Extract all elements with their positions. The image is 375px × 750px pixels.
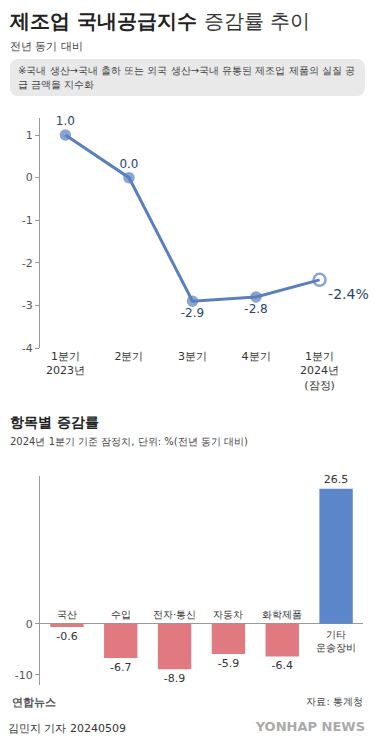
svg-text:-3: -3 — [22, 299, 33, 312]
html-text:2024년 1분기 기준 잠정치, 단위: %(전년 동기: 2024년 1분기 기준 잠정치, 단위: %(전년 동기 대비) — [10, 436, 248, 447]
svg-text:4분기: 4분기 — [242, 350, 271, 363]
svg-text:1분기2024년(잠정): 1분기2024년(잠정) — [300, 350, 339, 392]
svg-text:-2.9: -2.9 — [181, 306, 204, 320]
svg-text:26.5: 26.5 — [324, 473, 349, 486]
html-text:YONHAP NEWS: YONHAP NEWS — [255, 719, 365, 734]
html-text:제조업 국내공급지수 증감률 추이: 제조업 국내공급지수 증감률 추이 — [10, 9, 311, 33]
html-text:항목별 증감률: 항목별 증감률 — [10, 414, 99, 430]
html-text:연합뉴스: 연합뉴스 — [12, 696, 56, 709]
svg-text:3분기: 3분기 — [178, 350, 207, 363]
svg-text:-2: -2 — [22, 257, 33, 270]
svg-text:전자·통신: 전자·통신 — [153, 609, 196, 620]
svg-text:국산: 국산 — [57, 609, 77, 620]
svg-text:-1: -1 — [22, 214, 33, 227]
svg-text:-8.9: -8.9 — [164, 672, 185, 685]
svg-text:1: 1 — [26, 129, 33, 142]
svg-text:-6.4: -6.4 — [272, 659, 293, 672]
svg-text:-2.8: -2.8 — [244, 302, 267, 316]
svg-text:자동차: 자동차 — [213, 609, 243, 620]
svg-text:-5.9: -5.9 — [218, 657, 239, 670]
svg-text:0: 0 — [26, 618, 33, 631]
svg-text:2분기: 2분기 — [114, 350, 143, 363]
svg-text:-2.4%: -2.4% — [328, 286, 369, 302]
html-text:※국내 생산→국내 출하 또는 외국 생산→국내 유통된 제: ※국내 생산→국내 출하 또는 외국 생산→국내 유통된 제조업 제품의 실질 … — [18, 65, 355, 90]
svg-text:-10: -10 — [15, 669, 33, 682]
svg-text:1.0: 1.0 — [56, 114, 75, 128]
svg-text:-6.7: -6.7 — [110, 661, 131, 674]
svg-text:0.0: 0.0 — [119, 157, 138, 171]
svg-text:-4: -4 — [22, 342, 33, 355]
html-text:자료: 통계청: 자료: 통계청 — [306, 696, 363, 707]
svg-text:화학제품: 화학제품 — [262, 609, 302, 620]
svg-text:기타운송장비: 기타운송장비 — [316, 629, 356, 653]
svg-text:0: 0 — [26, 171, 33, 184]
html-text:김민지 기자 20240509: 김민지 기자 20240509 — [8, 722, 126, 735]
svg-text:1분기2023년: 1분기2023년 — [46, 350, 85, 377]
html-text:전년 동기 대비: 전년 동기 대비 — [10, 40, 83, 53]
svg-text:수입: 수입 — [111, 609, 131, 620]
svg-text:-0.6: -0.6 — [56, 630, 77, 643]
